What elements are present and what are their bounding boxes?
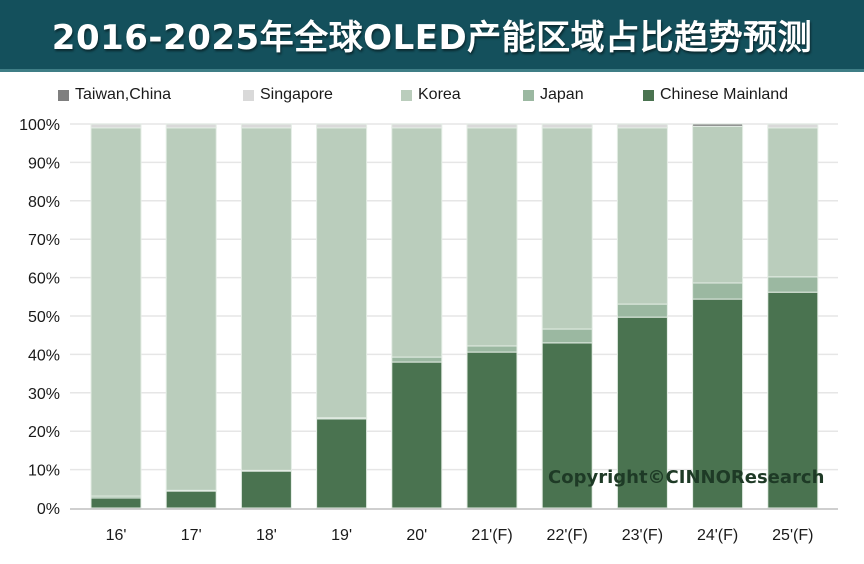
bar-segment-chinese-mainland xyxy=(316,418,368,509)
bar-segment-japan xyxy=(541,328,593,344)
legend-swatch-taiwan xyxy=(58,89,69,101)
legend-item-chinese-mainland: Chinese Mainland xyxy=(643,86,788,104)
x-tick-label: 24'(F) xyxy=(697,527,738,544)
bar-segment-korea xyxy=(240,127,292,471)
bar-segment-singapore xyxy=(90,123,142,129)
x-tick-label: 22'(F) xyxy=(547,527,588,544)
bar-segment-chinese-mainland xyxy=(692,298,744,509)
bar-segment-singapore xyxy=(616,123,668,129)
y-tick-label: 90% xyxy=(28,155,60,172)
bar-segment-singapore xyxy=(466,123,518,129)
bars xyxy=(90,123,819,509)
x-tick-label: 20' xyxy=(406,527,427,544)
bar-segment-singapore xyxy=(240,123,292,129)
legend-swatch-chinese-mainland xyxy=(643,89,654,101)
x-tick-label: 21'(F) xyxy=(471,527,512,544)
bar-segment-korea xyxy=(692,125,744,284)
x-tick-label: 16' xyxy=(106,527,127,544)
bar-segment-chinese-mainland xyxy=(90,497,142,509)
legend-label: Taiwan,China xyxy=(75,86,172,103)
bar-segment-chinese-mainland xyxy=(240,470,292,509)
x-tick-label: 23'(F) xyxy=(622,527,663,544)
watermark: Copyright©CINNOResearch xyxy=(548,467,824,488)
bar-segment-chinese-mainland xyxy=(767,291,819,509)
bar-segment-korea xyxy=(767,127,819,278)
bar-segment-singapore xyxy=(316,123,368,129)
y-tick-label: 40% xyxy=(28,347,60,364)
bar-segment-japan xyxy=(767,276,819,293)
bar-segment-japan xyxy=(692,282,744,300)
legend-swatch-korea xyxy=(401,89,412,101)
bar-segment-korea xyxy=(466,127,518,347)
chart-title: 2016-2025年全球OLED产能区域占比趋势预测 xyxy=(51,18,813,58)
bar-segment-japan xyxy=(466,345,518,353)
bar-segment-singapore xyxy=(165,123,217,129)
title-bar: 2016-2025年全球OLED产能区域占比趋势预测 xyxy=(0,0,864,72)
bar-segment-korea xyxy=(616,127,668,305)
bar-segment-chinese-mainland xyxy=(466,351,518,509)
bar-segment-taiwan-china xyxy=(692,123,744,127)
y-tick-label: 70% xyxy=(28,232,60,249)
legend-item-singapore: Singapore xyxy=(243,86,333,104)
y-tick-label: 20% xyxy=(28,424,60,441)
bar-segment-korea xyxy=(165,127,217,491)
bar-segment-singapore xyxy=(767,123,819,129)
y-tick-label: 30% xyxy=(28,386,60,403)
bar-segment-chinese-mainland xyxy=(616,316,668,509)
y-tick-label: 80% xyxy=(28,194,60,211)
bar-segment-korea xyxy=(541,127,593,330)
bar-segment-singapore xyxy=(391,123,443,129)
y-tick-label: 60% xyxy=(28,271,60,288)
bar-segment-korea xyxy=(90,127,142,497)
y-tick-label: 50% xyxy=(28,309,60,326)
legend-label: Chinese Mainland xyxy=(660,86,789,103)
y-tick-label: 10% xyxy=(28,463,60,480)
legend: Taiwan,China Singapore Korea Japan Chine… xyxy=(0,86,864,108)
bar-segment-korea xyxy=(391,127,443,358)
bar-segment-chinese-mainland xyxy=(541,342,593,509)
y-axis: 0% 10% 20% 30% 40% 50% 60% 70% 80% 90% 100% xyxy=(19,117,60,518)
y-tick-label: 0% xyxy=(37,501,60,518)
legend-label: Korea xyxy=(418,86,461,103)
legend-item-japan: Japan xyxy=(523,86,584,104)
x-tick-label: 18' xyxy=(256,527,277,544)
bar-segment-korea xyxy=(316,127,368,419)
x-tick-label: 19' xyxy=(331,527,352,544)
bar-segment-japan xyxy=(391,356,443,363)
legend-label: Singapore xyxy=(260,86,333,103)
bar-segment-chinese-mainland xyxy=(165,490,217,509)
legend-item-korea: Korea xyxy=(401,86,461,104)
x-tick-label: 17' xyxy=(181,527,202,544)
legend-item-taiwan: Taiwan,China xyxy=(58,86,171,104)
bar-segment-chinese-mainland xyxy=(391,361,443,509)
y-tick-label: 100% xyxy=(19,117,60,134)
legend-swatch-singapore xyxy=(243,89,254,101)
x-axis: 16' 17' 18' 19' 20' 21'(F) 22'(F) 23'(F) 24'(F) 2… xyxy=(70,508,838,544)
x-tick-label: 25'(F) xyxy=(772,527,813,544)
legend-swatch-japan xyxy=(523,89,534,101)
legend-label: Japan xyxy=(540,86,584,103)
bar-segment-japan xyxy=(616,303,668,318)
bar-segment-singapore xyxy=(541,123,593,129)
